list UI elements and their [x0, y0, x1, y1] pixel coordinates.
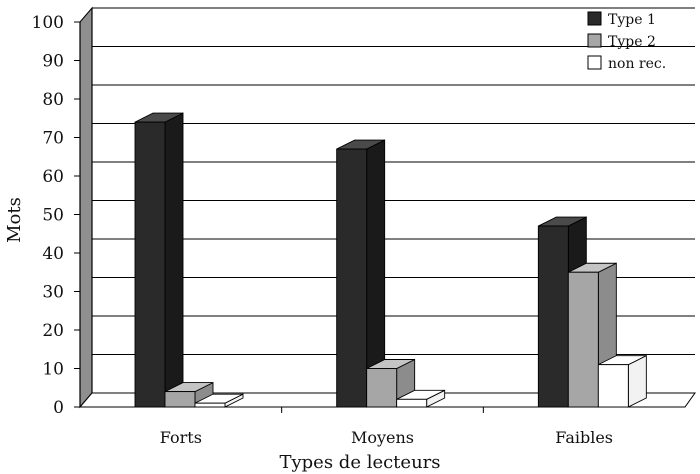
gridlines	[92, 7, 695, 355]
bars	[134, 112, 647, 408]
x-category-label: Forts	[160, 428, 202, 447]
y-tick-label: 60	[42, 167, 64, 187]
bar-forts-type-1	[134, 112, 184, 408]
y-tick-label: 90	[42, 52, 64, 72]
y-tick-label: 10	[42, 360, 64, 380]
legend-label: non rec.	[608, 56, 666, 72]
y-tick-label: 30	[42, 283, 64, 303]
x-category-label: Faibles	[555, 428, 613, 447]
left-wall	[79, 6, 93, 409]
bar-forts-non-rec-	[194, 393, 244, 408]
y-tick-label: 100	[32, 13, 64, 33]
y-tick-label: 20	[42, 321, 64, 341]
y-tick-label: 0	[53, 398, 64, 418]
x-axis-label: Types de lecteurs	[279, 452, 440, 473]
y-tick-label: 50	[42, 206, 64, 226]
y-axis-label: Mots	[4, 197, 25, 243]
bar-moyens-type-1	[336, 139, 386, 408]
legend-label: Type 2	[608, 34, 656, 50]
legend-swatch	[587, 55, 602, 70]
y-tick-label: 80	[42, 90, 64, 110]
legend-swatch	[587, 11, 602, 26]
legend-swatch	[587, 33, 602, 48]
y-axis-ticks: 0 10 20 30 40 50 60 70 80 90 100	[32, 13, 81, 418]
bar-moyens-non-rec-	[396, 389, 446, 408]
x-axis-categories: Forts Moyens Faibles	[160, 407, 613, 447]
y-tick-label: 40	[42, 244, 64, 264]
x-category-label: Moyens	[351, 428, 414, 447]
bar-faibles-non-rec-	[597, 354, 647, 408]
legend-label: Type 1	[608, 12, 656, 28]
legend: Type 1 Type 2 non rec.	[587, 11, 666, 72]
y-tick-label: 70	[42, 129, 64, 149]
